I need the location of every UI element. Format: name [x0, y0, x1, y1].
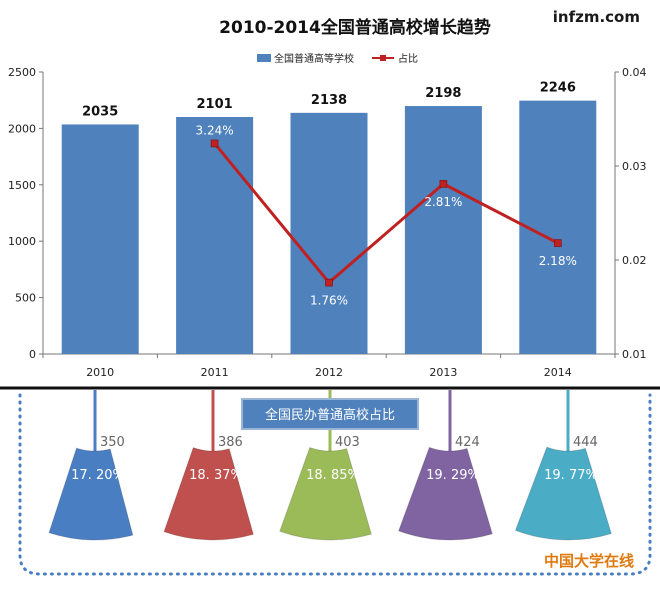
bar-value-label: 2035: [82, 104, 118, 119]
y-tick-label: 2500: [8, 66, 36, 79]
fan-count-label: 424: [455, 435, 480, 450]
fan-percent-label: 19. 29%: [426, 468, 480, 483]
x-tick-label: 2013: [429, 366, 457, 379]
y-tick-label: 500: [15, 292, 36, 305]
bar-value-label: 2138: [311, 93, 347, 108]
rate-line: 3.24% 1.76% 2.81% 2.18%: [196, 123, 577, 307]
bar-2012: [290, 112, 368, 354]
fan-slice-2010: [48, 447, 134, 541]
fan-slice-2012: [279, 446, 372, 541]
fan-row: 350 17. 20% 386 18. 37% 403 18. 85% 424 19. 29%…: [48, 390, 612, 541]
bar-value-label: 2101: [197, 97, 233, 112]
y-tick-label: 2000: [8, 122, 36, 135]
fan-slice-2014: [514, 446, 612, 541]
x-tick-label: 2011: [201, 366, 229, 379]
y-tick-label: 1000: [8, 235, 36, 248]
rate-point: [553, 239, 562, 247]
rate-point: [439, 180, 448, 188]
rate-value-label: 2.18%: [539, 254, 577, 268]
y2-tick-label: 0.02: [622, 254, 647, 267]
axes: 0 500 1000 1500 2000 2500 0.01 0.02 0.03 0.04 2010…: [8, 66, 647, 379]
fan-slice-2013: [398, 446, 493, 541]
bar-2014: [519, 100, 597, 354]
x-tick-label: 2012: [315, 366, 343, 379]
watermark-infzm: infzm.com: [553, 8, 640, 26]
y2-tick-label: 0.04: [622, 66, 647, 79]
source-credit: 中国大学在线: [544, 552, 634, 570]
legend: 全国普通高等学校 占比: [257, 52, 418, 65]
bar-2010: [61, 124, 139, 355]
subtitle-box: [241, 398, 419, 430]
subtitle-text: 全国民办普通高校占比: [265, 407, 395, 423]
rate-polyline: [213, 142, 559, 285]
bar-2013: [404, 106, 482, 354]
legend-swatch-marker: [380, 55, 386, 61]
rate-point: [210, 139, 219, 148]
legend-label-bar: 全国普通高等学校: [274, 52, 354, 65]
dotted-frame: [18, 393, 652, 576]
fan-percent-label: 17. 20%: [71, 468, 125, 483]
bar-value-label: 2246: [540, 81, 576, 96]
fan-percent-label: 18. 37%: [189, 468, 243, 483]
x-tick-label: 2014: [544, 366, 572, 379]
fan-count-label: 350: [100, 435, 125, 450]
legend-swatch-bar: [257, 54, 271, 62]
y-tick-label: 0: [29, 348, 36, 361]
rate-value-label: 3.24%: [196, 123, 234, 137]
x-tick-label: 2010: [86, 366, 114, 379]
y2-tick-label: 0.01: [622, 348, 647, 361]
y2-tick-label: 0.03: [622, 160, 647, 173]
bar-2011: [176, 117, 254, 354]
fan-percent-label: 18. 85%: [306, 468, 360, 483]
rate-value-label: 2.81%: [424, 195, 462, 209]
fan-count-label: 386: [218, 435, 243, 450]
rate-value-label: 1.76%: [310, 294, 348, 308]
legend-label-line: 占比: [398, 52, 418, 65]
bar-value-label: 2198: [425, 86, 461, 101]
chart-title: 2010-2014全国普通高校增长趋势: [219, 17, 491, 38]
rate-point: [325, 278, 333, 287]
fan-count-label: 403: [335, 435, 360, 450]
fan-percent-label: 19. 77%: [544, 468, 598, 483]
fan-count-label: 444: [573, 435, 598, 450]
fan-slice-2011: [163, 447, 254, 541]
bars: 2035 2101 2138 2198 2246: [61, 81, 597, 355]
y-tick-label: 1500: [8, 179, 36, 192]
